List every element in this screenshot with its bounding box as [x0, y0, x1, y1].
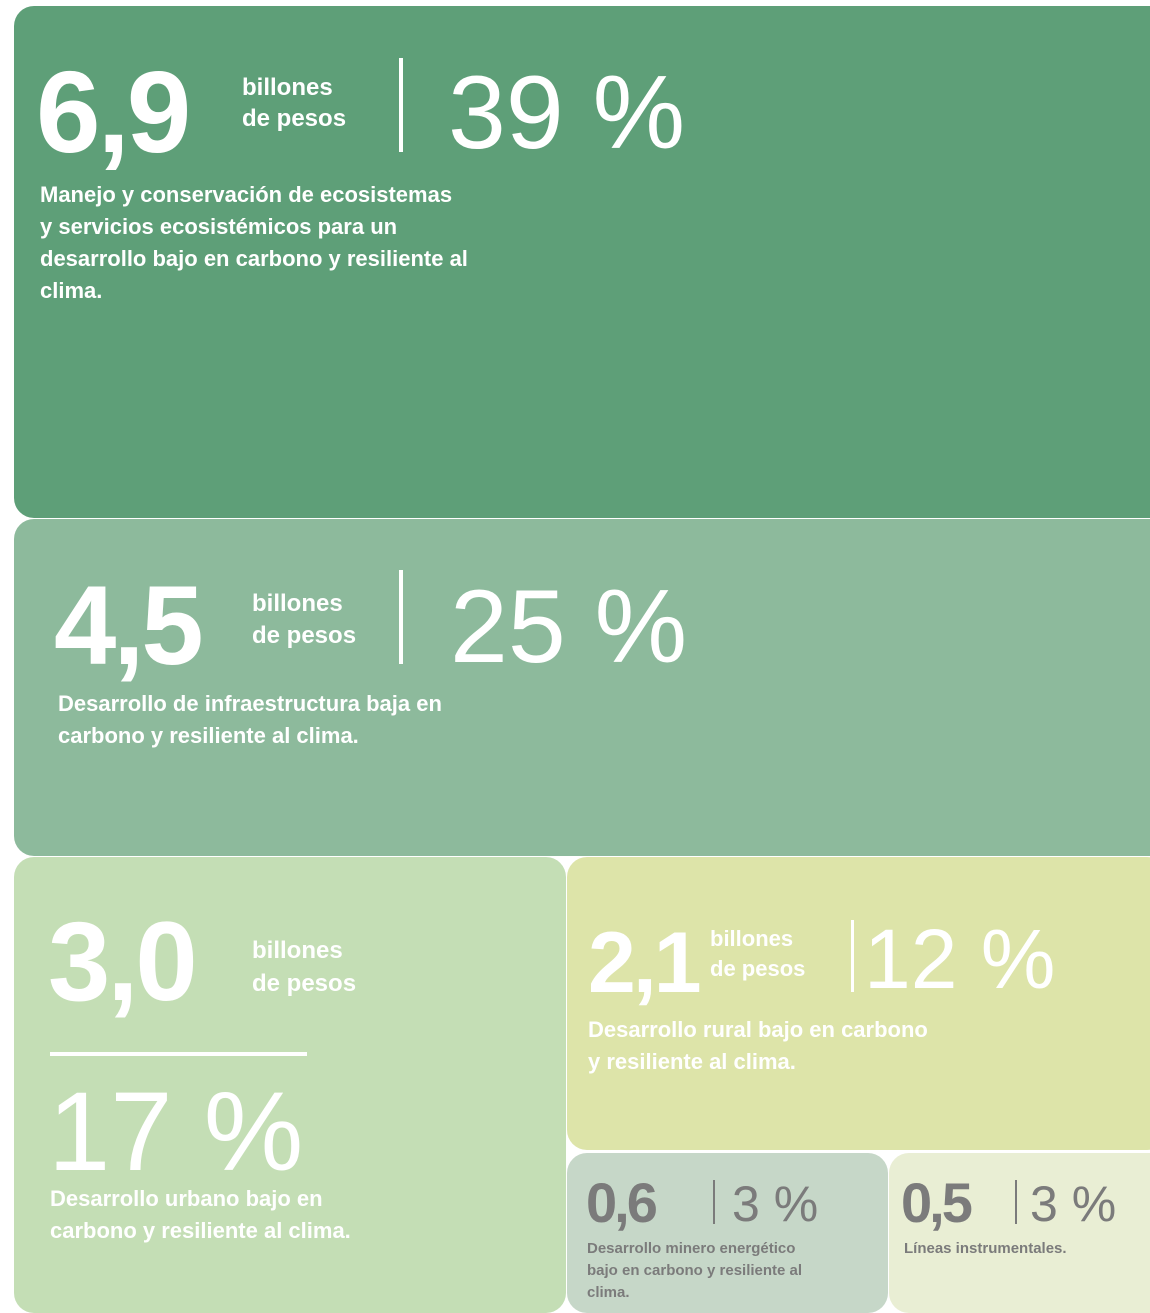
tile	[14, 6, 1150, 518]
unit: de pesos	[252, 622, 356, 649]
percent: 12 %	[864, 912, 1055, 1006]
line: y resiliente al clima.	[588, 1049, 796, 1074]
amount: 0,6	[586, 1171, 657, 1234]
amount: 6,9	[36, 47, 188, 177]
tile	[14, 857, 566, 1313]
amount: 0,5	[901, 1171, 972, 1234]
line: bajo en carbono y resiliente al	[587, 1262, 802, 1279]
percent: 17 %	[48, 1069, 303, 1194]
line: Líneas instrumentales.	[904, 1240, 1067, 1257]
line: desarrollo bajo en carbono y resiliente …	[40, 246, 468, 271]
tile	[14, 519, 1150, 856]
unit: de pesos	[242, 105, 346, 132]
unit: billones	[710, 926, 793, 951]
unit: billones	[252, 937, 343, 964]
percent: 39 %	[448, 55, 685, 171]
line: y servicios ecosistémicos para un	[40, 214, 397, 239]
line: clima.	[587, 1284, 630, 1301]
description: Desarrollo minero energético bajo en car…	[587, 1240, 802, 1301]
unit: billones	[242, 74, 333, 101]
separator	[1015, 1180, 1017, 1224]
percent: 3 %	[732, 1176, 818, 1232]
separator	[851, 920, 854, 992]
line: carbono y resiliente al clima.	[58, 723, 359, 748]
percent: 3 %	[1030, 1176, 1116, 1232]
line: Manejo y conservación de ecosistemas	[40, 182, 452, 207]
line: carbono y resiliente al clima.	[50, 1218, 351, 1243]
percent: 25 %	[450, 569, 687, 685]
separator	[399, 58, 403, 152]
description: Desarrollo rural bajo en carbono y resil…	[588, 1017, 928, 1074]
description: Desarrollo de infraestructura baja en ca…	[58, 691, 442, 748]
separator	[399, 570, 403, 664]
tile	[567, 857, 1150, 1150]
unit: de pesos	[252, 970, 356, 997]
line: clima.	[40, 278, 102, 303]
tile	[567, 1153, 888, 1313]
amount: 2,1	[588, 915, 700, 1011]
amount: 4,5	[54, 563, 201, 688]
unit: de pesos	[710, 956, 805, 981]
description: Desarrollo urbano bajo en carbono y resi…	[50, 1186, 351, 1243]
description: Manejo y conservación de ecosistemas y s…	[40, 182, 468, 303]
amount: 3,0	[48, 899, 195, 1024]
line: Desarrollo de infraestructura baja en	[58, 691, 442, 716]
line: Desarrollo rural bajo en carbono	[588, 1017, 928, 1042]
description: Líneas instrumentales.	[904, 1240, 1067, 1257]
line: Desarrollo urbano bajo en	[50, 1186, 323, 1211]
line: Desarrollo minero energético	[587, 1240, 795, 1257]
unit: billones	[252, 590, 343, 617]
separator	[713, 1180, 715, 1224]
rule	[50, 1052, 307, 1056]
tile	[889, 1153, 1150, 1313]
